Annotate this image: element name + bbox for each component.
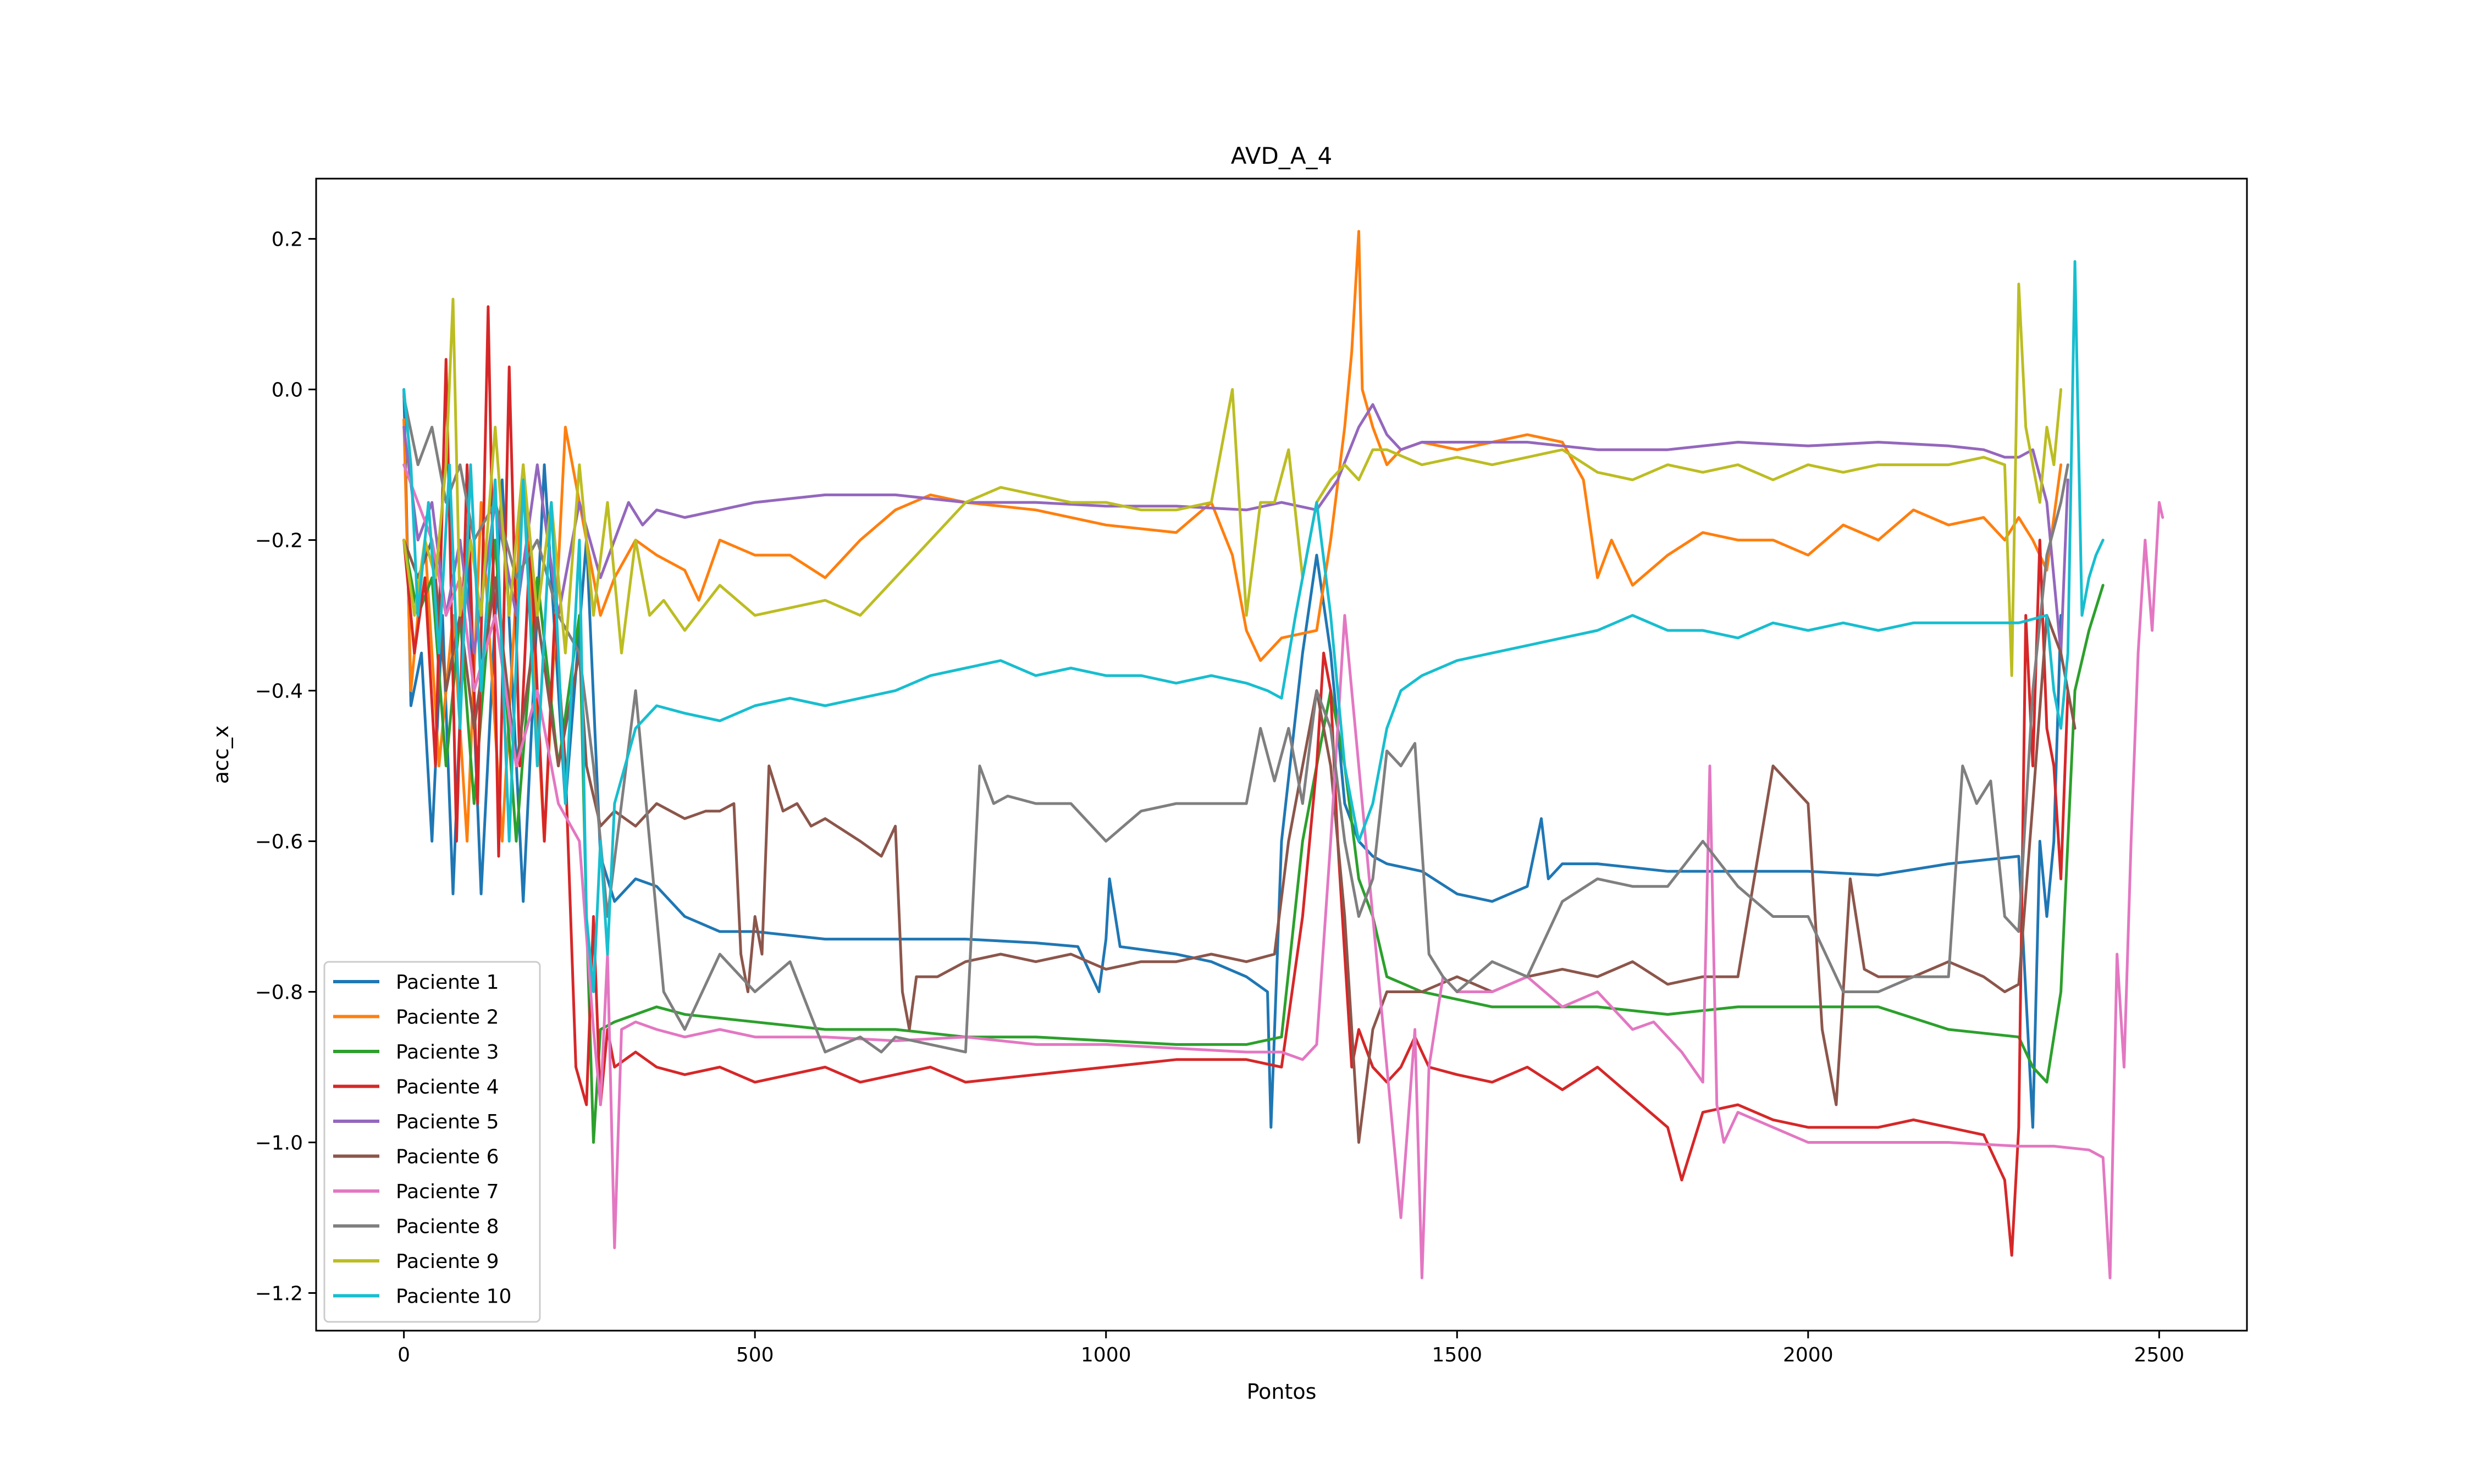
- x-tick-label: 2500: [2134, 1344, 2185, 1366]
- y-tick-label: −0.4: [255, 680, 303, 703]
- x-tick-label: 500: [736, 1344, 774, 1366]
- series-line-paciente-5: [402, 403, 2069, 655]
- plot-frame: [315, 178, 2248, 1332]
- y-tick-label: 0.2: [272, 229, 303, 251]
- series-line-paciente-7: [402, 463, 2164, 1280]
- y-tick-label: 0.0: [272, 379, 303, 402]
- legend-label: Paciente 7: [396, 1181, 499, 1203]
- y-tick-label: −1.0: [255, 1132, 303, 1155]
- legend-label: Paciente 3: [396, 1041, 499, 1064]
- series-line-paciente-10: [402, 260, 2105, 993]
- legend-label: Paciente 2: [396, 1006, 499, 1029]
- x-tick-label: 1000: [1081, 1344, 1131, 1366]
- y-tick-label: −0.8: [255, 982, 303, 1004]
- y-tick-label: −0.6: [255, 831, 303, 854]
- legend-label: Paciente 5: [396, 1111, 499, 1133]
- x-tick-label: 2000: [1783, 1344, 1834, 1366]
- series-line-paciente-6: [402, 539, 2077, 1144]
- legend-label: Paciente 1: [396, 971, 499, 994]
- x-axis-label: Pontos: [1247, 1380, 1317, 1404]
- legend: Paciente 1 Paciente 2 Paciente 3 Paciente 4…: [323, 961, 541, 1323]
- legend-label: Paciente 10: [396, 1286, 511, 1308]
- x-tick-label: 0: [397, 1344, 410, 1366]
- x-axis: 0 500 1000 1500 2000 2500: [397, 1331, 2184, 1366]
- series-line-paciente-9: [402, 283, 2063, 677]
- legend-label: Paciente 4: [396, 1076, 499, 1099]
- series-layer: [402, 230, 2164, 1280]
- y-axis-label: acc_x: [209, 726, 233, 784]
- y-tick-label: −0.2: [255, 530, 303, 552]
- legend-label: Paciente 6: [396, 1146, 499, 1169]
- chart-title: AVD_A_4: [1231, 142, 1333, 169]
- y-axis: 0.2 0.0 −0.2 −0.4 −0.6 −0.8 −1.0 −1.2: [255, 229, 316, 1305]
- legend-label: Paciente 8: [396, 1216, 499, 1238]
- legend-label: Paciente 9: [396, 1250, 499, 1273]
- y-tick-label: −1.2: [255, 1283, 303, 1305]
- x-tick-label: 1500: [1432, 1344, 1482, 1366]
- series-line-paciente-4: [402, 305, 2069, 1257]
